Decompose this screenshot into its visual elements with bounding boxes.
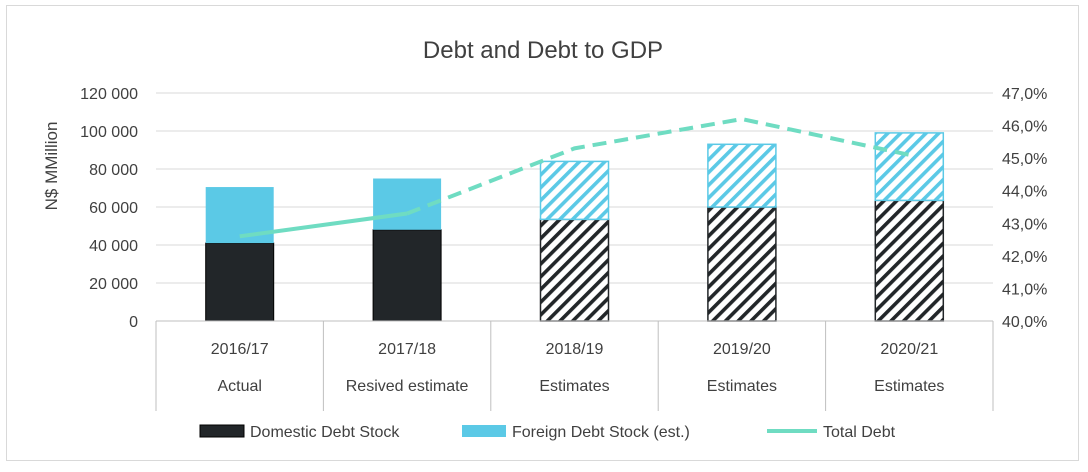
chart-frame: Debt and Debt to GDP N$ MMillion 0 20 000…: [6, 5, 1079, 461]
domestic-debt-bar: [372, 229, 442, 322]
y2-tick-label: 46,0%: [1002, 119, 1047, 136]
y2-tick-label: 40,0%: [1002, 314, 1047, 331]
x-tick-label: 2020/21: [880, 341, 938, 358]
total-debt-line-solid: [239, 211, 408, 239]
legend-label: Foreign Debt Stock (est.): [512, 424, 690, 441]
y-tick-label: 0: [129, 314, 138, 331]
total-debt-line-dashed: [406, 117, 910, 216]
domestic-debt-bar: [874, 199, 945, 322]
foreign-debt-bar: [539, 160, 610, 221]
legend-label: Total Debt: [823, 424, 896, 441]
chart-svg: Debt and Debt to GDP N$ MMillion 0 20 000…: [42, 37, 1047, 441]
x-group-label: Resived estimate: [346, 378, 469, 395]
y2-tick-label: 42,0%: [1002, 249, 1047, 266]
domestic-debt-bar: [707, 206, 777, 322]
x-group-label: Estimates: [707, 378, 777, 395]
legend: Domestic Debt Stock Foreign Debt Stock (e…: [199, 424, 896, 441]
foreign-debt-bar: [707, 143, 777, 208]
domestic-debt-bar: [539, 218, 610, 322]
y-tick-label: 60 000: [89, 200, 138, 217]
x-tick-label: 2016/17: [211, 341, 269, 358]
y-axis-label: N$ MMillion: [42, 122, 61, 211]
y2-tick-label: 45,0%: [1002, 151, 1047, 168]
y-tick-label: 120 000: [80, 86, 138, 103]
legend-swatch: [462, 425, 506, 437]
chart-title: Debt and Debt to GDP: [423, 37, 663, 64]
axis-layer: 0 20 000 40 000 60 000 80 000 100 000 120 000 4…: [80, 86, 1047, 411]
legend-swatch: [199, 424, 245, 438]
y2-tick-label: 47,0%: [1002, 86, 1047, 103]
y-tick-label: 100 000: [80, 124, 138, 141]
x-group-label: Actual: [217, 378, 261, 395]
x-tick-label: 2018/19: [546, 341, 604, 358]
x-tick-label: 2019/20: [713, 341, 771, 358]
y2-tick-label: 44,0%: [1002, 184, 1047, 201]
foreign-debt-bar: [874, 132, 945, 202]
y-tick-label: 20 000: [89, 276, 138, 293]
y2-tick-label: 41,0%: [1002, 281, 1047, 298]
bar-layer: [205, 132, 945, 322]
y-tick-label: 80 000: [89, 162, 138, 179]
x-group-label: Estimates: [874, 378, 944, 395]
y-tick-label: 40 000: [89, 238, 138, 255]
legend-label: Domestic Debt Stock: [250, 424, 400, 441]
line-layer: [239, 117, 910, 239]
y2-tick-label: 43,0%: [1002, 216, 1047, 233]
x-group-label: Estimates: [539, 378, 609, 395]
x-tick-label: 2017/18: [378, 341, 436, 358]
domestic-debt-bar: [205, 242, 275, 322]
